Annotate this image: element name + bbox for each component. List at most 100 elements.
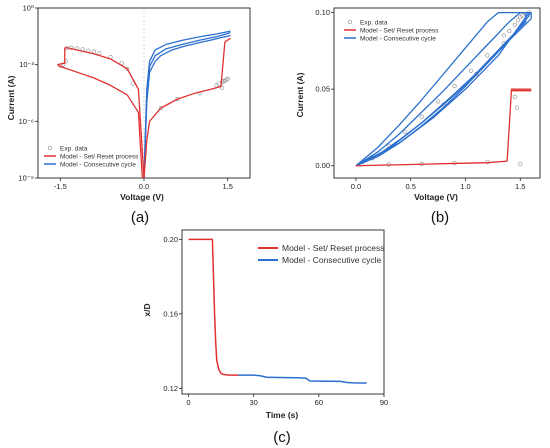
data-point bbox=[501, 33, 506, 38]
panel-b-y-axis-label: Current (A) bbox=[295, 72, 305, 117]
legend-entry: Model - Consecutive cycle bbox=[344, 35, 436, 42]
x-tick: 90 bbox=[380, 394, 388, 407]
legend-label: Model - Set/ Reset process bbox=[60, 153, 139, 160]
series-line bbox=[355, 12, 530, 167]
y-tick: 10⁻³ bbox=[19, 60, 38, 69]
data-point bbox=[514, 105, 520, 110]
y-tick-label: 0.12 bbox=[163, 384, 178, 393]
series-line bbox=[57, 64, 143, 178]
y-tick-label: 0.10 bbox=[315, 8, 330, 17]
legend-entry: Model - Set/ Reset process bbox=[258, 243, 385, 253]
x-tick: 1.5 bbox=[515, 178, 525, 191]
series-line bbox=[143, 31, 231, 178]
data-point bbox=[225, 76, 230, 81]
series-line bbox=[143, 41, 226, 178]
series-line bbox=[510, 89, 532, 92]
panel-c-chart: 0 30 60 90 0.12 0.16 0.20 Model - Set/ Reset pr… bbox=[142, 229, 388, 446]
series-line bbox=[143, 30, 231, 178]
panel-a-chart: -1.5 0.0 1.5 10⁰ 10⁻³ 10⁻⁶ 10⁻⁹ Exp. dataModel … bbox=[6, 4, 251, 226]
y-tick: 10⁻⁶ bbox=[19, 117, 38, 126]
panel-a-label: (a) bbox=[131, 209, 149, 226]
panel-a-x-axis-label: Voltage (V) bbox=[120, 192, 164, 202]
series-line bbox=[64, 46, 145, 178]
x-tick-label: 1.5 bbox=[222, 182, 232, 191]
x-tick-label: 0.0 bbox=[139, 182, 149, 191]
legend-label: Model - Set/ Reset process bbox=[360, 27, 439, 34]
legend-entry: Model - Consecutive cycle bbox=[44, 161, 136, 168]
data-point bbox=[91, 49, 96, 54]
legend-label: Model - Consecutive cycle bbox=[60, 161, 136, 168]
x-tick-label: 1.5 bbox=[515, 182, 525, 191]
x-tick: 60 bbox=[315, 394, 323, 407]
legend-label: Exp. data bbox=[360, 19, 388, 26]
panel-c-x-axis-label: Time (s) bbox=[266, 410, 299, 420]
x-tick-label: -1.5 bbox=[54, 182, 67, 191]
x-tick-label: 90 bbox=[380, 398, 388, 407]
y-tick: 10⁻⁹ bbox=[18, 174, 38, 183]
data-point bbox=[468, 68, 474, 73]
x-tick: 1.0 bbox=[460, 178, 471, 191]
panel-b-x-axis-label: Voltage (V) bbox=[414, 192, 458, 202]
y-tick: 0.10 bbox=[315, 8, 334, 17]
data-point bbox=[63, 59, 68, 64]
legend-entry: Model - Set/ Reset process bbox=[344, 27, 439, 34]
legend-marker bbox=[347, 19, 353, 25]
y-tick: 0.16 bbox=[163, 309, 182, 318]
x-tick-label: 0.0 bbox=[351, 182, 361, 191]
y-tick: 10⁰ bbox=[23, 4, 38, 13]
data-point bbox=[485, 53, 490, 58]
data-point bbox=[474, 71, 479, 76]
y-tick-label: 10⁰ bbox=[23, 4, 34, 13]
panel-c-plot-area: 0 30 60 90 0.12 0.16 0.20 Model - Set/ Reset pr… bbox=[163, 229, 388, 407]
data-point bbox=[435, 99, 441, 104]
y-tick: 0.12 bbox=[163, 384, 182, 393]
data-point bbox=[520, 13, 525, 18]
x-tick-label: 0 bbox=[186, 398, 190, 407]
data-point bbox=[220, 85, 225, 90]
y-tick: 0.20 bbox=[163, 235, 182, 244]
series-line bbox=[355, 11, 532, 167]
series-line bbox=[238, 374, 367, 384]
y-tick-label: 10⁻³ bbox=[19, 60, 34, 69]
series-line bbox=[57, 47, 66, 66]
legend-label: Model - Consecutive cycle bbox=[360, 35, 436, 42]
y-tick-label: 0.16 bbox=[163, 309, 178, 318]
legend-entry: Exp. data bbox=[347, 19, 388, 26]
y-tick-label: 0.00 bbox=[315, 161, 330, 170]
data-point bbox=[512, 22, 517, 27]
x-tick-label: 1.0 bbox=[460, 182, 470, 191]
x-tick-label: 60 bbox=[315, 398, 323, 407]
plot-frame bbox=[181, 229, 385, 395]
panel-a-y-axis-label: Current (A) bbox=[6, 75, 16, 120]
x-tick: 0.0 bbox=[351, 178, 361, 191]
panel-c-y-axis-label: x/D bbox=[142, 303, 152, 316]
series-line bbox=[188, 238, 239, 376]
y-tick-label: 10⁻⁹ bbox=[18, 174, 34, 183]
series-line bbox=[143, 34, 231, 178]
series-line bbox=[224, 37, 231, 43]
data-point bbox=[452, 84, 457, 89]
data-point bbox=[224, 77, 229, 82]
legend-marker bbox=[47, 145, 53, 151]
x-tick: 0 bbox=[186, 394, 191, 407]
panel-c-label: (c) bbox=[273, 429, 291, 446]
legend-label: Model - Set/ Reset process bbox=[282, 243, 385, 253]
series-line bbox=[355, 88, 532, 167]
y-tick-label: 0.20 bbox=[163, 235, 178, 244]
panel-b-label: (b) bbox=[431, 209, 449, 226]
legend-entry: Model - Set/ Reset process bbox=[44, 153, 139, 160]
panel-a-plot-area: -1.5 0.0 1.5 10⁰ 10⁻³ 10⁻⁶ 10⁻⁹ Exp. dataModel … bbox=[18, 4, 251, 191]
data-point bbox=[512, 94, 517, 99]
legend: Model - Set/ Reset process Model - Consec… bbox=[258, 243, 385, 265]
x-tick: -1.5 bbox=[54, 178, 67, 191]
legend-label: Model - Consecutive cycle bbox=[282, 255, 381, 265]
y-tick-label: 10⁻⁶ bbox=[19, 117, 34, 126]
data-point bbox=[419, 114, 424, 119]
series-line bbox=[355, 11, 527, 167]
plot-frame bbox=[333, 7, 541, 179]
